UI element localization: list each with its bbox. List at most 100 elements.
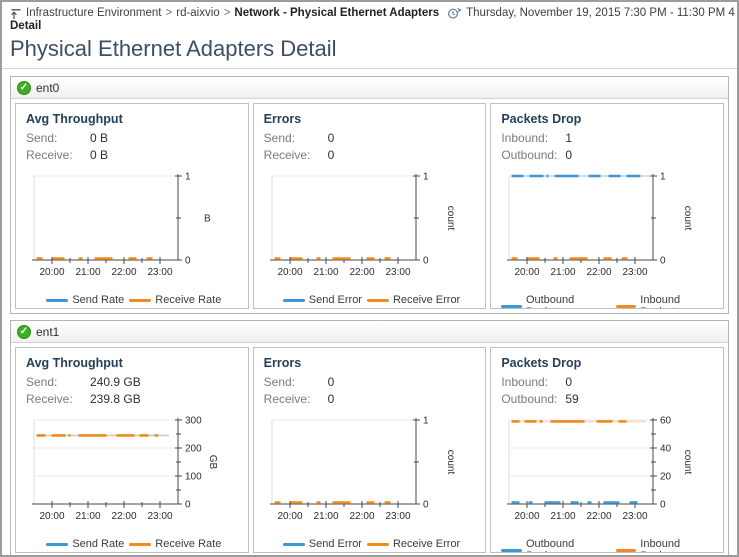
stat-value: 0 — [565, 375, 573, 389]
breadcrumb-separator: > — [223, 7, 231, 19]
svg-text:20:00: 20:00 — [515, 511, 540, 522]
stat-value: 0 B — [90, 131, 109, 145]
stat-label: Outbound: — [501, 392, 558, 406]
legend-marker — [501, 304, 522, 308]
panel-header: ✓ ent0 — [11, 77, 728, 99]
stat-label: Inbound: — [501, 131, 549, 145]
svg-text:GB: GB — [207, 455, 218, 470]
svg-text:20:00: 20:00 — [277, 511, 302, 522]
adapter-name: ent1 — [36, 324, 60, 339]
packets-drop-card: Packets Drop Inbound: 1 Outbound: 0 0 1 coun… — [490, 103, 725, 309]
breadcrumb-item-host[interactable]: rd-aixvio — [176, 7, 220, 19]
panel-header: ✓ ent1 — [11, 321, 728, 343]
svg-text:21:00: 21:00 — [313, 511, 338, 522]
svg-text:21:00: 21:00 — [75, 511, 100, 522]
svg-text:B: B — [204, 214, 211, 225]
line-chart[interactable]: 0 1 B 20:00 21:00 22:00 23:00 — [26, 166, 234, 288]
legend-label: Send Error — [308, 538, 362, 550]
breadcrumb-current-page-wrap: Detail — [10, 20, 42, 32]
adapter-name: ent0 — [36, 80, 60, 95]
chart-legend: Send Rate Receive Rate — [26, 294, 242, 306]
svg-text:1: 1 — [423, 416, 429, 427]
svg-text:23:00: 23:00 — [385, 511, 410, 522]
svg-text:0: 0 — [660, 256, 666, 267]
svg-text:21:00: 21:00 — [75, 267, 100, 278]
packets-drop-card: Packets Drop Inbound: 0 Outbound: 59 0 20 40… — [490, 347, 725, 553]
svg-text:200: 200 — [185, 444, 202, 455]
line-chart[interactable]: 0 1 count 20:00 21:00 22:00 23:00 — [501, 166, 709, 288]
errors-card: Errors Send: 0 Receive: 0 0 1 count 20:00 21:0… — [252, 347, 487, 553]
stat-label: Send: — [26, 375, 58, 389]
breadcrumb-current-page: Network - Physical Ethernet Adapters — [234, 7, 440, 19]
card-title: Packets Drop — [501, 112, 582, 126]
svg-text:20: 20 — [660, 472, 672, 483]
svg-text:22:00: 22:00 — [349, 511, 374, 522]
legend-marker — [129, 298, 152, 302]
legend-marker — [46, 542, 69, 546]
svg-text:22:00: 22:00 — [587, 511, 612, 522]
page-title: Physical Ethernet Adapters Detail — [10, 36, 337, 61]
stat-value: 240.9 GB — [90, 375, 141, 389]
svg-text:20:00: 20:00 — [39, 511, 64, 522]
svg-text:23:00: 23:00 — [623, 267, 648, 278]
legend-label: Receive Rate — [155, 538, 222, 550]
chart-legend: Send Error Receive Error — [264, 294, 480, 306]
time-range-selector[interactable]: Thursday, November 19, 2015 7:30 PM - 11… — [447, 7, 737, 20]
legend-label: Outbound Packets — [525, 294, 575, 308]
stat-label: Send: — [263, 131, 296, 145]
legend-marker — [615, 304, 637, 308]
legend-label: Inbound Packets — [640, 538, 681, 552]
stat-value: 0 — [327, 131, 335, 145]
card-title: Avg Throughput — [26, 356, 123, 370]
title-divider — [2, 68, 737, 69]
avg-throughput-card: Avg Throughput Send: 240.9 GB Receive: 239… — [15, 347, 249, 553]
card-title: Errors — [263, 356, 302, 370]
svg-text:23:00: 23:00 — [147, 267, 172, 278]
svg-text:300: 300 — [185, 416, 202, 427]
svg-text:100: 100 — [185, 472, 202, 483]
legend-marker — [282, 298, 305, 302]
legend-label: Send Rate — [72, 538, 125, 550]
stat-value: 59 — [565, 392, 579, 406]
adapter-panel-ent1: ✓ ent1 Avg Throughput Send: 240.9 GB Rece… — [10, 320, 729, 555]
svg-text:23:00: 23:00 — [385, 267, 410, 278]
adapter-panel-ent0: ✓ ent0 Avg Throughput Send: 0 B Receive: 0… — [10, 76, 729, 314]
svg-text:1: 1 — [660, 172, 666, 183]
chart-legend: Outbound Packets Inbound Packets — [501, 538, 717, 552]
svg-text:21:00: 21:00 — [551, 267, 576, 278]
status-ok-icon: ✓ — [17, 80, 31, 95]
legend-label: Receive Error — [392, 538, 461, 550]
svg-text:20:00: 20:00 — [515, 267, 540, 278]
svg-text:21:00: 21:00 — [313, 267, 338, 278]
breadcrumb-item-infrastructure-environment[interactable]: Infrastructure Environment — [26, 7, 162, 19]
line-chart[interactable]: 0 20 40 60 count 20:00 21:00 22:00 23:00 — [501, 410, 709, 532]
legend-label: Send Error — [308, 294, 362, 306]
stat-value: 0 — [327, 392, 335, 406]
breadcrumb-separator: > — [165, 7, 173, 19]
line-chart[interactable]: 0 1 count 20:00 21:00 22:00 23:00 — [264, 410, 472, 532]
legend-marker — [366, 298, 389, 302]
legend-marker — [501, 548, 522, 552]
clock-icon — [447, 7, 462, 20]
status-ok-icon: ✓ — [17, 324, 31, 339]
svg-text:0: 0 — [185, 500, 191, 511]
svg-text:1: 1 — [423, 172, 429, 183]
line-chart[interactable]: 0 1 count 20:00 21:00 22:00 23:00 — [264, 166, 472, 288]
errors-card: Errors Send: 0 Receive: 0 0 1 count 20:00 21:0… — [252, 103, 487, 309]
svg-text:20:00: 20:00 — [277, 267, 302, 278]
svg-text:0: 0 — [423, 256, 429, 267]
chart-legend: Send Error Receive Error — [264, 538, 480, 550]
svg-text:22:00: 22:00 — [111, 267, 136, 278]
svg-text:22:00: 22:00 — [111, 511, 136, 522]
svg-text:count: count — [682, 206, 693, 231]
line-chart[interactable]: 0 100 200 300 GB 20:00 21:00 22:00 23:00 — [26, 410, 234, 532]
chart-legend: Send Rate Receive Rate — [26, 538, 242, 550]
stat-label: Outbound: — [501, 148, 558, 162]
svg-text:20:00: 20:00 — [39, 267, 64, 278]
up-level-icon[interactable] — [10, 8, 22, 20]
legend-marker — [282, 542, 305, 546]
stat-label: Inbound: — [501, 375, 549, 389]
chart-legend: Outbound Packets Inbound Packets — [501, 294, 717, 308]
stat-value: 0 — [327, 148, 335, 162]
